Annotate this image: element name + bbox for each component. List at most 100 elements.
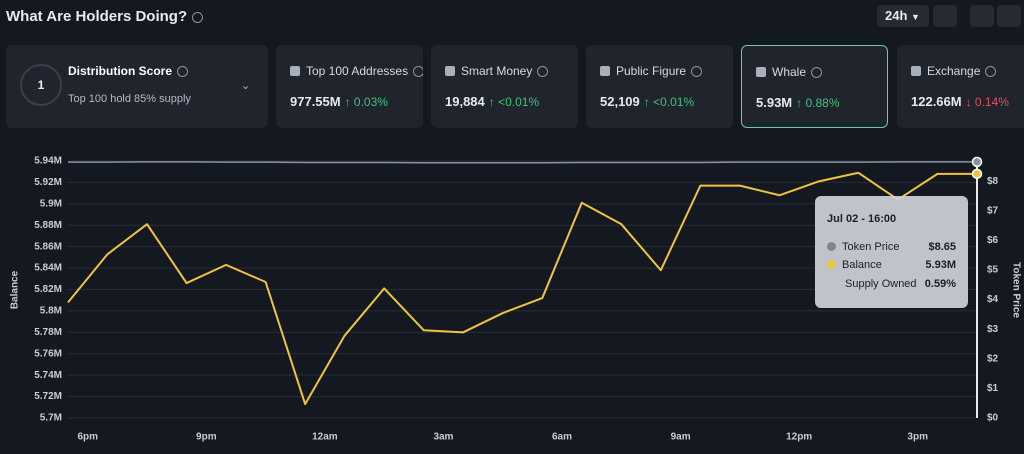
card-title-text: Top 100 Addresses [306,64,409,78]
y-tick-label: 5.9M [40,198,62,209]
info-icon[interactable] [192,11,204,23]
y-tick-label: 5.88M [34,220,62,231]
timeframe-select[interactable]: 24h ▼ [877,5,929,27]
card-change: ↑ 0.88% [796,96,840,110]
calendar-button[interactable] [933,5,957,27]
card-value-row: 5.93M ↑ 0.88% [756,95,840,110]
card-icon [911,66,921,76]
y-tick-label: 5.94M [34,156,62,167]
card-title: Smart Money [445,64,549,78]
dot [827,260,836,269]
card-icon [756,67,766,77]
card-title: Public Figure [600,64,703,78]
info-icon [537,66,549,78]
y-tick-label: 5.72M [34,391,62,402]
card-change: ↑ 0.03% [344,95,388,109]
y2-axis-label: Token Price [1010,262,1021,318]
card-value-row: 19,884 ↑ <0.01% [445,94,539,109]
y2-tick-label: $4 [987,294,999,305]
card-change: ↓ 0.14% [965,95,1009,109]
y2-tick-label: $2 [987,353,999,364]
tooltip-title: Jul 02 - 16:00 [827,213,897,225]
y-tick-label: 5.92M [34,177,62,188]
card-icon [290,66,300,76]
series-line [67,171,977,406]
card-title-text: Exchange [927,64,981,78]
card-value: 5.93M [756,95,793,110]
card-value: 977.55M [290,94,341,109]
card-change: ↑ <0.01% [488,95,540,109]
holder-card[interactable]: Public Figure 52,109 ↑ <0.01% [586,45,733,128]
info-icon [985,66,997,78]
card-icon [445,66,455,76]
hover-point [971,168,983,180]
card-change: ↑ <0.01% [643,95,695,109]
y2-tick-label: $8 [987,176,999,187]
x-tick-label: 9pm [196,432,217,443]
row-label: Supply Owned [845,278,917,290]
card-value: 52,109 [600,94,640,109]
row-label: Token Price [842,241,900,253]
y-tick-label: 5.8M [40,306,62,317]
chevron[interactable]: ⌄ [241,80,251,92]
row-value: $8.65 [928,241,956,253]
holder-card[interactable]: Whale 5.93M ↑ 0.88% [741,45,888,128]
score-ring: 1 [20,64,62,106]
card-value: 19,884 [445,94,485,109]
info-icon [413,66,423,78]
distribution-card[interactable]: 1 Distribution Score Top 100 hold 85% su… [6,45,268,128]
y-tick-label: 5.82M [34,284,62,295]
tooltip: Jul 02 - 16:00 Token Price $8.65 Balance 5… [815,196,968,308]
card-title-text: Smart Money [461,64,533,78]
holder-card[interactable]: Smart Money 19,884 ↑ <0.01% [431,45,578,128]
card-value-row: 52,109 ↑ <0.01% [600,94,694,109]
card-title: Exchange [911,64,997,78]
dot [827,242,836,251]
y2-tick-label: $3 [987,324,999,335]
y-tick-label: 5.7M [40,413,62,424]
x-tick-label: 12pm [786,432,812,443]
card-title: Top 100 Addresses [290,64,423,78]
x-tick-label: 9am [671,432,691,443]
download-button[interactable] [997,5,1021,27]
page-title: What Are Holders Doing? [6,8,204,25]
y-axis-label: Balance [10,270,21,309]
y2-tick-label: $0 [987,413,999,424]
row-value: 0.59% [924,278,956,290]
y-tick-label: 5.86M [34,241,62,252]
card-value-row: 122.66M ↓ 0.14% [911,94,1009,109]
holder-card[interactable]: Exchange 122.66M ↓ 0.14% [897,45,1024,128]
expand-button[interactable] [970,5,994,27]
card-title: Distribution Score [68,64,189,78]
card-title: Whale [756,65,823,79]
title-text: What Are Holders Doing? [6,8,188,25]
tooltip-row: Token Price $8.65 [827,241,956,255]
y2-tick-label: $5 [987,265,999,276]
y2-tick-label: $7 [987,205,999,216]
holder-card[interactable]: Top 100 Addresses 977.55M ↑ 0.03% [276,45,423,128]
x-tick-label: 3am [433,432,453,443]
card-title-text: Whale [772,65,807,79]
card-icon [600,66,610,76]
info-icon [811,67,823,79]
card-value: 122.66M [911,94,962,109]
x-tick-label: 6pm [77,432,98,443]
x-tick-label: 6am [552,432,572,443]
tooltip-row: Supply Owned 0.59% [845,278,956,292]
row-label: Balance [842,259,882,271]
hover-point [971,156,983,168]
card-subtitle: Top 100 hold 85% supply [68,93,191,105]
y2-tick-label: $1 [987,383,999,394]
card-title-text: Distribution Score [68,64,173,78]
info-icon [177,66,189,78]
x-tick-label: 12am [312,432,338,443]
y-tick-label: 5.84M [34,263,62,274]
y-tick-label: 5.78M [34,327,62,338]
y2-tick-label: $6 [987,235,999,246]
info-icon [691,66,703,78]
series-line [68,161,977,164]
card-value-row: 977.55M ↑ 0.03% [290,94,388,109]
y-tick-label: 5.74M [34,370,62,381]
row-value: 5.93M [925,259,956,271]
